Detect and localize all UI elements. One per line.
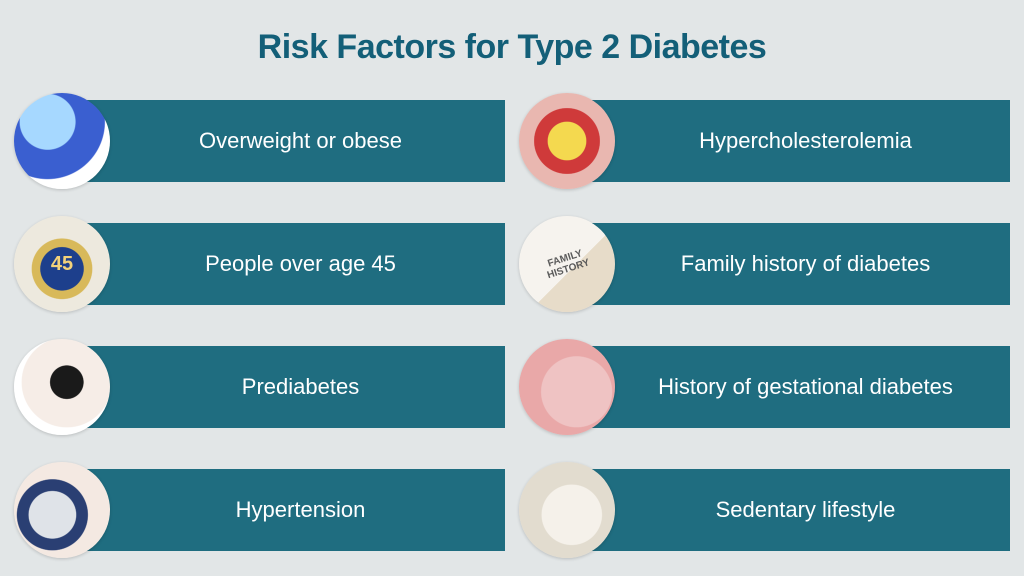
age-45-icon bbox=[14, 216, 110, 312]
factor-item: Prediabetes bbox=[14, 341, 505, 434]
factor-bar: Sedentary lifestyle bbox=[567, 469, 1010, 551]
glucose-meter-icon bbox=[14, 339, 110, 435]
factor-bar: History of gestational diabetes bbox=[567, 346, 1010, 428]
factor-grid: Overweight or obese Hypercholesterolemia… bbox=[10, 95, 1014, 556]
factor-item: Hypercholesterolemia bbox=[519, 95, 1010, 188]
factor-label: History of gestational diabetes bbox=[658, 374, 953, 400]
factor-label: Sedentary lifestyle bbox=[716, 497, 896, 523]
factor-label: Prediabetes bbox=[242, 374, 359, 400]
family-history-icon bbox=[519, 216, 615, 312]
infographic-root: Risk Factors for Type 2 Diabetes Overwei… bbox=[0, 0, 1024, 576]
pregnancy-icon bbox=[519, 339, 615, 435]
factor-label: Overweight or obese bbox=[199, 128, 402, 154]
factor-bar: Overweight or obese bbox=[62, 100, 505, 182]
scale-icon bbox=[14, 93, 110, 189]
factor-label: Hypercholesterolemia bbox=[699, 128, 912, 154]
factor-item: Hypertension bbox=[14, 463, 505, 556]
couch-icon bbox=[519, 462, 615, 558]
factor-bar: Hypercholesterolemia bbox=[567, 100, 1010, 182]
factor-label: People over age 45 bbox=[205, 251, 396, 277]
factor-item: Sedentary lifestyle bbox=[519, 463, 1010, 556]
factor-label: Family history of diabetes bbox=[681, 251, 930, 277]
cholesterol-icon bbox=[519, 93, 615, 189]
factor-item: History of gestational diabetes bbox=[519, 341, 1010, 434]
factor-bar: Hypertension bbox=[62, 469, 505, 551]
factor-item: Overweight or obese bbox=[14, 95, 505, 188]
factor-bar: Prediabetes bbox=[62, 346, 505, 428]
factor-bar: Family history of diabetes bbox=[567, 223, 1010, 305]
factor-item: People over age 45 bbox=[14, 218, 505, 311]
factor-bar: People over age 45 bbox=[62, 223, 505, 305]
page-title: Risk Factors for Type 2 Diabetes bbox=[10, 28, 1014, 67]
factor-label: Hypertension bbox=[236, 497, 366, 523]
blood-pressure-icon bbox=[14, 462, 110, 558]
factor-item: Family history of diabetes bbox=[519, 218, 1010, 311]
